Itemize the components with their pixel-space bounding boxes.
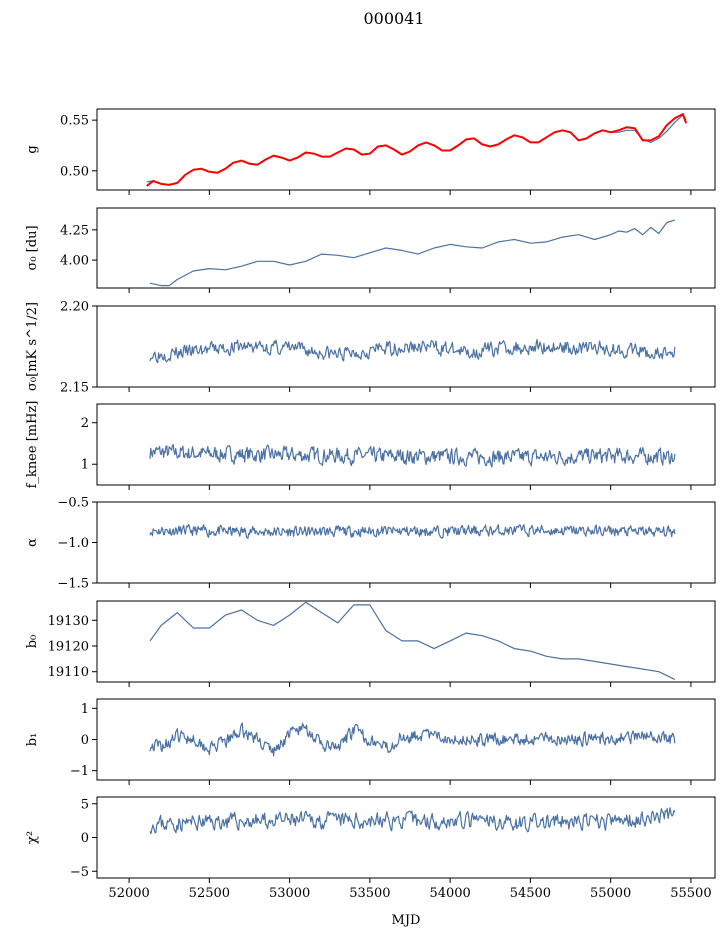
panel-sigma0: 4.00 4.25 σ₀ [du]	[25, 207, 716, 293]
series-g-data	[146, 114, 687, 186]
axes-frame-alpha	[96, 501, 716, 584]
series-g-model	[146, 113, 688, 187]
y-tick-label-alpha: −0.5	[57, 496, 89, 511]
y-tick-label-b0: 19130	[48, 614, 89, 629]
y-tick-label-fknee: 1	[81, 458, 89, 473]
y-tick-label-alpha: −1.0	[57, 536, 89, 551]
y-tick-label-g: 0.50	[60, 164, 89, 179]
y-tick-label-chi2: 5	[81, 797, 89, 812]
y-tick-label-sigma0: 4.00	[60, 254, 89, 269]
x-tick-label: 54000	[429, 886, 470, 901]
x-tick-label: 55500	[670, 886, 711, 901]
axes-frame-g	[96, 108, 716, 191]
x-axis-label: MJD	[392, 913, 421, 928]
y-axis-label-b0: b₀	[25, 635, 40, 649]
y-axis-label-fknee: f_knee [mHz]	[25, 401, 40, 489]
axes-frame-chi2	[96, 796, 716, 879]
y-tick-label-sigma0_mK: 2.15	[60, 381, 89, 396]
figure-title: 000041	[363, 9, 424, 28]
x-tick-label: 52000	[108, 886, 149, 901]
series-b1-data	[149, 722, 676, 757]
y-tick-label-alpha: −1.5	[57, 577, 89, 592]
y-tick-label-b1: 1	[81, 702, 89, 717]
panel-b1: −1 0 1 b₁	[25, 698, 716, 785]
y-tick-label-b1: 0	[81, 733, 89, 748]
series-sigma0_mK-data	[149, 338, 676, 364]
y-axis-label-chi2: χ²	[25, 831, 40, 844]
x-tick-label: 55000	[590, 886, 631, 901]
series-alpha-data	[149, 524, 676, 539]
axes-frame-sigma0	[96, 207, 716, 289]
y-tick-label-chi2: 0	[81, 831, 89, 846]
series-chi2-data	[149, 807, 676, 835]
y-tick-label-b0: 19110	[48, 665, 89, 680]
x-tick-label: 53000	[269, 886, 310, 901]
panel-g: 0.50 0.55 g	[25, 108, 716, 195]
y-tick-label-b1: −1	[70, 764, 89, 779]
y-axis-label-sigma0: σ₀ [du]	[25, 225, 40, 270]
x-tick-label: 54500	[510, 886, 551, 901]
panels: 0.50 0.55 g 4.00 4.25 σ₀ [du] 2.15 2.20 σ₀[mK s^…	[25, 108, 716, 901]
series-sigma0-data	[149, 219, 676, 287]
panel-chi2: −5 0 5 52000 52500 53000 53500 54000 54500 55000 5…	[25, 796, 716, 901]
y-tick-label-g: 0.55	[60, 114, 89, 129]
x-tick-label: 52500	[189, 886, 230, 901]
y-tick-label-sigma0: 4.25	[60, 223, 89, 238]
axes-frame-sigma0_mK	[96, 305, 716, 388]
axes-frame-fknee	[96, 403, 716, 486]
y-axis-label-sigma0_mK: σ₀[mK s^1/2]	[25, 302, 40, 391]
series-b0-data	[149, 601, 676, 680]
y-tick-label-fknee: 2	[81, 416, 89, 431]
series-fknee-data	[149, 443, 676, 468]
y-tick-label-chi2: −5	[70, 865, 89, 880]
y-tick-label-b0: 19120	[48, 640, 89, 655]
y-axis-label-alpha: α	[25, 538, 40, 547]
x-tick-label: 53500	[349, 886, 390, 901]
y-tick-label-sigma0_mK: 2.20	[60, 300, 89, 315]
panel-fknee: 1 2 f_knee [mHz]	[25, 401, 716, 490]
panel-b0: 19110 19120 19130 b₀	[25, 600, 716, 687]
y-axis-label-g: g	[25, 145, 40, 153]
panel-sigma0_mK: 2.15 2.20 σ₀[mK s^1/2]	[25, 300, 716, 396]
y-axis-label-b1: b₁	[25, 733, 40, 747]
axes-frame-b0	[96, 600, 716, 683]
panel-alpha: −1.5 −1.0 −0.5 α	[25, 496, 716, 592]
